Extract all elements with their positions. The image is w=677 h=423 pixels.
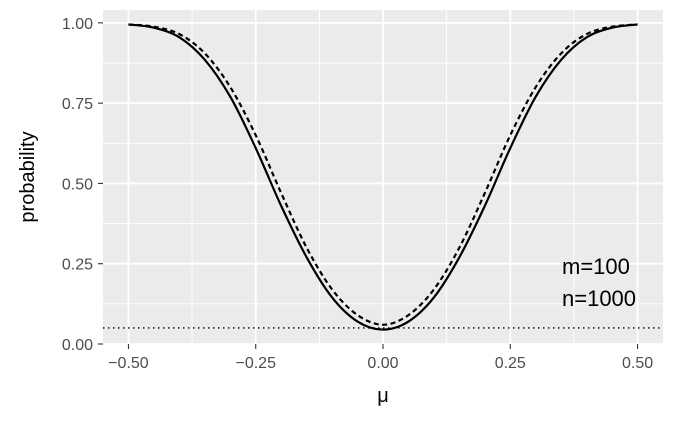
x-axis: −0.50 −0.25 0.00 0.25 0.50: [108, 344, 653, 372]
x-tick-label: −0.50: [108, 355, 149, 372]
y-tick-label: 0.25: [62, 257, 93, 274]
series-line-solid: [128, 23, 638, 331]
y-axis-title: probability: [17, 131, 39, 222]
y-tick-label: 1.00: [62, 16, 93, 33]
y-tick-label: 0.50: [62, 176, 93, 193]
y-tick-label: 0.75: [62, 96, 93, 113]
x-tick-label: 0.25: [495, 355, 526, 372]
x-tick-label: 0.50: [622, 355, 653, 372]
x-tick-label: 0.00: [367, 355, 398, 372]
annotation-m: m=100: [562, 254, 630, 279]
y-axis: 0.00 0.25 0.50 0.75 1.00: [62, 16, 103, 354]
x-tick-label: −0.25: [235, 355, 276, 372]
series-line-dashed: [128, 23, 638, 326]
series-layer: [128, 23, 638, 331]
annotation-n: n=1000: [562, 286, 636, 311]
y-tick-label: 0.00: [62, 337, 93, 354]
x-axis-title: μ: [377, 385, 389, 407]
